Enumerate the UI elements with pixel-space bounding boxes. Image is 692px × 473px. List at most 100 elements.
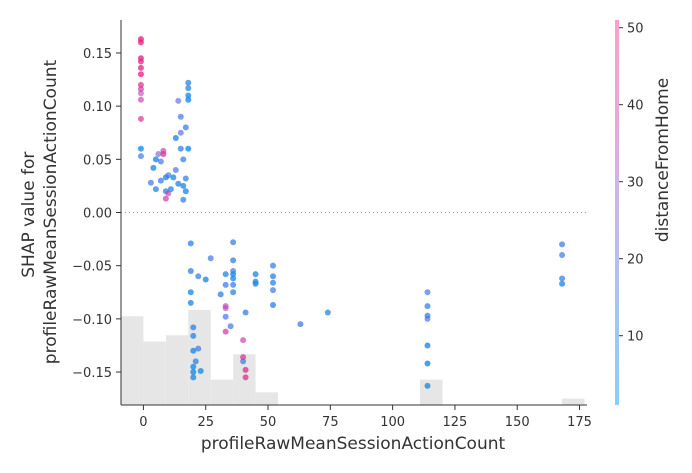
x-tick-label: 50	[260, 415, 277, 430]
scatter-point	[297, 321, 304, 328]
x-axis-label: profileRawMeanSessionActionCount	[201, 434, 506, 454]
histogram-bar	[255, 392, 278, 405]
scatter-point	[137, 39, 144, 46]
scatter-point	[187, 299, 194, 306]
scatter-point	[559, 241, 566, 248]
colorbar-tick-label: 30	[627, 176, 644, 191]
scatter-point	[240, 337, 247, 344]
scatter-point	[137, 71, 144, 78]
scatter-point	[424, 303, 431, 310]
scatter-point	[230, 289, 237, 296]
scatter-point	[137, 90, 144, 97]
scatter-point	[137, 64, 144, 71]
x-tick-label: 125	[443, 415, 468, 430]
histogram-bar	[143, 341, 166, 405]
scatter-point	[137, 86, 144, 93]
scatter-point	[192, 358, 199, 365]
scatter-point	[190, 374, 197, 381]
x-tick-label: 175	[567, 415, 592, 430]
scatter-points	[137, 36, 566, 389]
scatter-point	[177, 129, 184, 136]
scatter-point	[242, 374, 249, 381]
scatter-point	[147, 179, 154, 186]
colorbar-tick-label: 10	[627, 330, 644, 345]
y-tick-label: 0.00	[83, 207, 112, 222]
scatter-point	[195, 273, 202, 280]
scatter-point	[240, 354, 247, 361]
scatter-point	[137, 115, 144, 122]
scatter-point	[187, 240, 194, 247]
scatter-point	[162, 195, 169, 202]
scatter-point	[424, 360, 431, 367]
scatter-point	[175, 180, 182, 187]
scatter-point	[559, 252, 566, 259]
y-tick-label: 0.15	[83, 47, 112, 62]
scatter-point	[202, 276, 209, 283]
histogram-bar	[188, 309, 211, 405]
scatter-point	[190, 363, 197, 370]
scatter-point	[270, 302, 277, 309]
scatter-point	[252, 271, 259, 278]
x-tick-label: 25	[197, 415, 214, 430]
scatter-point	[185, 92, 192, 99]
scatter-point	[559, 275, 566, 282]
scatter-point	[157, 177, 164, 184]
scatter-point	[180, 156, 187, 163]
scatter-point	[177, 113, 184, 120]
scatter-point	[175, 97, 182, 104]
y-tick-label: −0.05	[72, 260, 112, 275]
scatter-point	[424, 289, 431, 296]
scatter-point	[222, 328, 229, 335]
scatter-point	[170, 174, 177, 181]
y-tick-label: 0.10	[83, 100, 112, 115]
scatter-point	[324, 309, 331, 316]
scatter-point	[180, 182, 187, 189]
scatter-point	[240, 358, 247, 365]
y-ticks: 0.15 0.10 0.05 0.00 −0.05 −0.10 −0.15	[72, 47, 121, 381]
scatter-point	[187, 289, 194, 296]
scatter-point	[424, 315, 431, 322]
x-ticks: 0 25 50 75 100 125 150 175	[139, 405, 592, 430]
scatter-point	[155, 151, 162, 158]
scatter-point	[172, 135, 179, 142]
scatter-point	[230, 239, 237, 246]
scatter-point	[185, 145, 192, 152]
scatter-point	[137, 145, 144, 152]
scatter-point	[424, 382, 431, 389]
x-tick-label: 100	[380, 415, 405, 430]
scatter-point	[137, 153, 144, 160]
scatter-point	[150, 164, 157, 171]
colorbar	[615, 20, 619, 405]
scatter-point	[177, 145, 184, 152]
scatter-point	[230, 281, 237, 288]
colorbar-tick-label: 40	[627, 99, 644, 114]
scatter-point	[222, 313, 229, 320]
scatter-point	[190, 369, 197, 376]
x-tick-label: 0	[139, 415, 147, 430]
scatter-point	[424, 342, 431, 349]
scatter-point	[185, 96, 192, 103]
scatter-point	[185, 79, 192, 86]
scatter-point	[230, 275, 237, 282]
scatter-point	[185, 85, 192, 92]
scatter-point	[270, 279, 277, 286]
scatter-point	[195, 345, 202, 352]
y-tick-label: 0.05	[83, 153, 112, 168]
colorbar-tick-label: 20	[627, 253, 644, 268]
scatter-point	[137, 96, 144, 103]
colorbar-tick-label: 50	[627, 22, 644, 37]
scatter-point	[217, 291, 224, 298]
scatter-point	[230, 257, 237, 264]
scatter-point	[222, 305, 229, 312]
scatter-point	[230, 271, 237, 278]
scatter-point	[227, 323, 234, 330]
colorbar-label: distanceFromHome	[653, 78, 673, 242]
scatter-point	[270, 262, 277, 269]
scatter-point	[242, 366, 249, 373]
scatter-point	[207, 255, 214, 262]
scatter-point	[157, 158, 164, 165]
scatter-point	[242, 309, 249, 316]
scatter-point	[152, 186, 159, 193]
scatter-point	[167, 186, 174, 193]
histogram-bar	[165, 335, 189, 405]
